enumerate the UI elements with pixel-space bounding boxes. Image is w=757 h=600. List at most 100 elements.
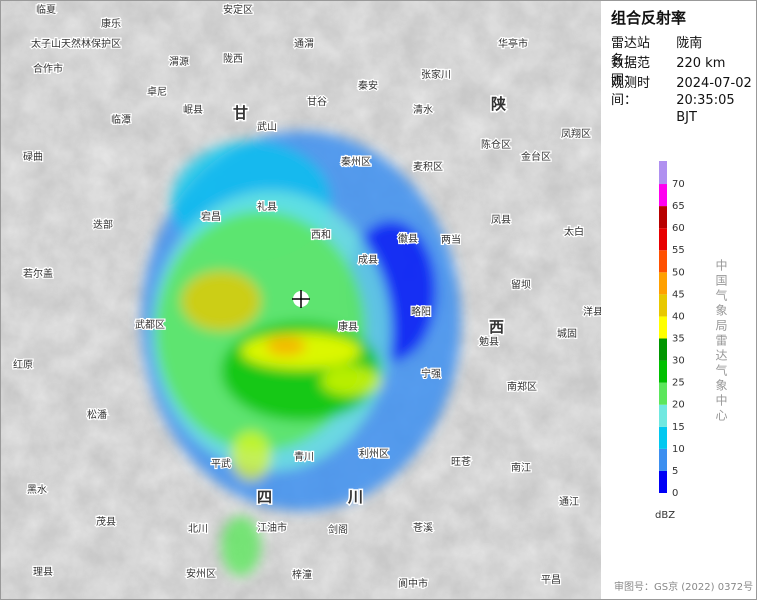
place-label: 临夏: [36, 3, 56, 16]
legend-unit: dBZ: [655, 510, 675, 521]
place-label: 陈仓区: [481, 138, 511, 151]
place-label: 松潘: [87, 408, 107, 421]
place-label: 红原: [13, 358, 33, 371]
info-label: 观测时间：: [611, 76, 651, 108]
place-label: 秦州区: [341, 155, 371, 168]
legend-swatch: [659, 228, 667, 251]
place-label: 勉县: [479, 335, 499, 348]
legend-tick-label: 35: [672, 334, 685, 345]
legend-tick-label: 60: [672, 223, 685, 234]
credit: 中国气象局雷达气象中心: [714, 259, 728, 424]
place-label: 剑阁: [328, 523, 348, 536]
legend-swatch: [659, 184, 667, 207]
place-label: 城固: [557, 328, 577, 340]
place-label: 金台区: [521, 150, 551, 163]
legend-swatch: [659, 470, 667, 493]
place-label: 青川: [294, 450, 314, 463]
legend-tick-label: 55: [672, 245, 685, 256]
place-label: 利州区: [359, 448, 389, 460]
legend-tick-label: 40: [672, 311, 685, 322]
province-label: 四: [257, 488, 272, 506]
place-label: 西和: [311, 229, 331, 241]
place-label: 麦积区: [413, 161, 443, 173]
legend-tick-label: 30: [672, 356, 685, 367]
place-label: 成县: [358, 254, 378, 266]
legend-tick-label: 0: [672, 488, 678, 499]
province-label: 西: [489, 318, 504, 336]
legend-swatch: [659, 161, 667, 185]
info-panel: 组合反射率 雷达站名： 陇南数据范围： 220 km 观测时间： 2024-07-02 …: [602, 1, 756, 599]
place-label: 太白: [564, 225, 584, 238]
place-label: 迭部: [93, 218, 113, 231]
place-label: 通渭: [294, 38, 314, 50]
place-label: 凤翔区: [561, 127, 591, 140]
place-label: 茂县: [96, 515, 116, 528]
place-label: 华亭市: [498, 37, 528, 50]
place-label: 两当: [441, 233, 461, 246]
legend-swatch: [659, 404, 667, 427]
place-label: 平武: [211, 457, 231, 470]
legend-swatch: [659, 250, 667, 273]
place-label: 武都区: [135, 318, 165, 331]
place-label: 礼县: [257, 200, 277, 213]
place-label: 渭源: [169, 55, 189, 68]
info-value: 220 km: [676, 56, 726, 71]
legend-swatch: [659, 448, 667, 471]
place-label: 南江: [511, 461, 531, 474]
place-label: 理县: [33, 566, 53, 578]
place-label: 岷县: [183, 104, 203, 116]
panel-title: 组合反射率: [611, 9, 687, 27]
place-label: 宕昌: [201, 210, 221, 223]
place-label: 旺苍: [451, 455, 471, 468]
legend: 0 5 10 15 20 25 30 35 40 45 50 55 60 65 70 dBZ: [655, 161, 685, 521]
place-label: 江油市: [257, 521, 287, 534]
legend-tick-label: 15: [672, 422, 685, 433]
place-label: 康乐: [101, 17, 121, 30]
legend-swatch: [659, 426, 667, 449]
legend-swatch: [659, 360, 667, 383]
place-label: 合作市: [33, 62, 63, 75]
legend-swatch: [659, 338, 667, 361]
info-row: 数据范围： 220 km: [611, 55, 756, 89]
info-label: 雷达站名：: [611, 36, 651, 68]
place-label: 南郑区: [507, 380, 537, 393]
info-value: 陇南: [676, 36, 703, 51]
place-label: 平昌: [541, 574, 561, 586]
place-label: 清水: [413, 103, 433, 116]
place-label: 洋县: [583, 305, 601, 318]
legend-tick-label: 70: [672, 179, 685, 190]
info-row: 雷达站名： 陇南: [611, 35, 756, 69]
place-label: 若尔盖: [23, 267, 53, 280]
place-label: 通江: [559, 496, 579, 508]
province-label: 甘: [233, 104, 248, 122]
place-label: 留坝: [511, 278, 531, 291]
place-label: 北川: [188, 523, 208, 535]
legend-tick-label: 5: [672, 466, 678, 477]
place-label: 安定区: [223, 3, 253, 16]
legend-tick-label: 45: [672, 289, 685, 300]
place-label: 徽县: [398, 232, 418, 245]
place-label: 武山: [257, 120, 277, 133]
place-label: 安州区: [186, 567, 216, 580]
info-row: 观测时间： 2024-07-02 20:35:05 BJT: [611, 75, 756, 126]
legend-swatch: [659, 316, 667, 339]
station-marker: [292, 290, 310, 308]
place-label: 甘谷: [307, 95, 327, 108]
info-value: 2024-07-02 20:35:05 BJT: [676, 76, 752, 125]
place-label: 陇西: [223, 52, 243, 65]
place-label: 宁强: [421, 367, 441, 380]
legend-swatch: [659, 382, 667, 405]
place-label: 略阳: [411, 305, 431, 318]
info-label: 数据范围：: [611, 56, 651, 88]
footer: 审图号：GS京 (2022) 0372号: [614, 582, 754, 593]
legend-tick-label: 25: [672, 378, 685, 389]
place-label: 凤县: [491, 214, 511, 226]
place-label: 碌曲: [23, 151, 43, 163]
legend-swatch: [659, 294, 667, 317]
legend-tick-label: 65: [672, 201, 685, 212]
echo: [141, 131, 461, 576]
legend-swatch: [659, 206, 667, 229]
place-label: 太子山天然林保护区: [31, 37, 121, 50]
